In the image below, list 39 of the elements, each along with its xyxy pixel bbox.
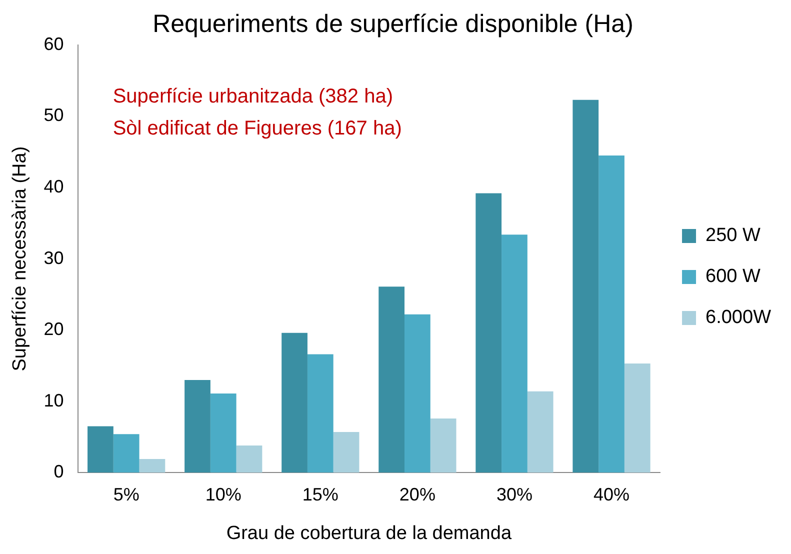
- bar: [476, 193, 502, 473]
- legend-label: 600 W: [706, 266, 760, 288]
- y-tick-label: 50: [44, 105, 64, 126]
- y-axis-title: Superfície necessària (Ha): [10, 146, 31, 372]
- y-tick-label: 30: [44, 248, 64, 268]
- bar: [598, 155, 624, 473]
- chart-title: Requeriments de superfície disponible (Ha): [152, 10, 634, 38]
- bar: [572, 100, 599, 473]
- bar: [184, 380, 210, 473]
- bar: [430, 418, 456, 473]
- bar: [113, 434, 140, 473]
- bar: [624, 364, 650, 473]
- y-tick-label: 20: [44, 319, 64, 340]
- x-tick-label: 20%: [399, 484, 436, 504]
- bar: [139, 459, 166, 473]
- annotation: Sòl edificat de Figueres (167 ha): [112, 118, 402, 140]
- bar: [236, 446, 262, 473]
- x-tick-label: 5%: [113, 484, 140, 504]
- bar: [502, 234, 528, 473]
- x-axis-title: Grau de cobertura de la demanda: [226, 522, 512, 544]
- bar: [378, 286, 404, 473]
- x-tick-label: 40%: [593, 484, 630, 504]
- bar: [307, 354, 334, 473]
- bar: [282, 332, 308, 473]
- y-tick-label: 60: [44, 34, 64, 54]
- x-tick-label: 10%: [205, 484, 242, 504]
- y-tick-label: 40: [44, 176, 64, 196]
- annotation: Superfície urbanitzada (382 ha): [112, 86, 394, 108]
- y-tick-label: 0: [54, 462, 64, 482]
- legend-label: 250 W: [706, 225, 760, 246]
- x-tick-label: 15%: [302, 484, 338, 504]
- bar: [527, 391, 554, 473]
- bar: [404, 314, 430, 473]
- y-tick-label: 10: [44, 390, 64, 410]
- bar: [333, 432, 360, 473]
- bar: [210, 393, 236, 473]
- x-tick-label: 30%: [496, 484, 532, 504]
- legend-label: 6.000W: [706, 307, 772, 328]
- bar: [88, 426, 114, 473]
